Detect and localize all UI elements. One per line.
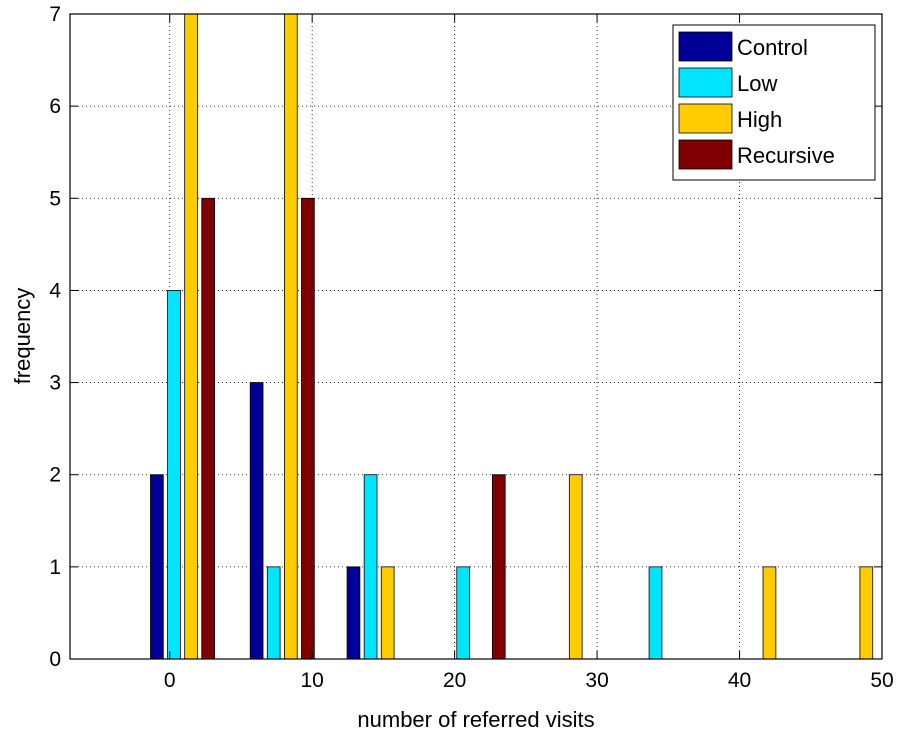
bar-high [184,13,198,660]
bar-high [762,566,777,660]
x-tick-label: 40 [728,669,751,692]
x-tick-label: 20 [443,669,466,692]
y-tick-label: 1 [49,556,61,579]
bar-low [167,290,181,660]
legend-label-control: Control [737,35,808,60]
bar-control [346,566,361,660]
bar-recursive [491,474,506,660]
legend-swatch-low [678,67,733,98]
x-tick-label: 0 [164,669,176,692]
x-tick-label: 10 [300,669,323,692]
y-tick-label: 6 [49,95,61,118]
x-axis-label: number of referred visits [357,707,594,732]
legend-label-recursive: Recursive [737,143,835,168]
bar-high [859,566,874,660]
legend-swatch-recursive [678,139,733,170]
bar-high [568,474,583,660]
x-tick-labels: 0 10 20 30 40 50 [164,669,894,692]
bar-low [266,566,281,660]
y-tick-label: 2 [49,464,61,487]
bar-recursive [301,197,315,660]
y-tick-label: 4 [49,279,61,302]
y-tick-label: 5 [49,187,61,210]
y-tick-labels: 0 1 2 3 4 5 6 7 [49,3,61,671]
bar-recursive [201,197,215,660]
bar-control [249,382,264,660]
y-tick-label: 3 [49,372,61,395]
legend-swatch-control [678,31,733,62]
bar-high [380,566,395,660]
y-axis-label: frequency [10,288,35,385]
bar-high [283,13,298,660]
x-tick-label: 50 [870,669,893,692]
bar-low [456,566,470,660]
x-tick-label: 30 [585,669,608,692]
legend: Control Low High Recursive [672,24,876,181]
bar-low [363,474,378,660]
bar-control [150,474,164,660]
y-tick-label: 0 [49,648,61,671]
plot-frame [69,13,883,660]
legend-label-high: High [737,107,782,132]
legend-swatch-high [678,103,733,134]
bars [150,13,874,660]
bar-low [648,566,663,660]
legend-label-low: Low [737,71,777,96]
axis-ticks [70,13,883,660]
y-tick-label: 7 [49,3,61,26]
